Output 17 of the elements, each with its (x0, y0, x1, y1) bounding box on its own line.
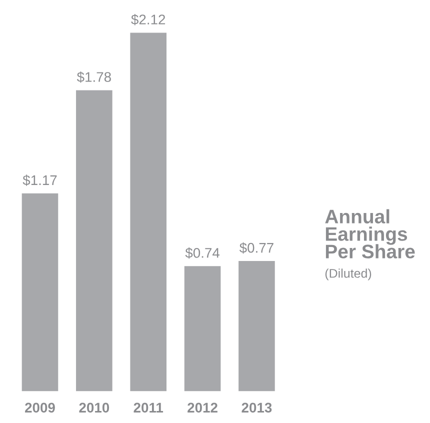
data-label: $0.74 (185, 247, 220, 259)
x-tick-label: 2013 (242, 402, 272, 413)
x-tick-label: 2010 (79, 402, 110, 413)
bar (184, 266, 221, 392)
bar (76, 90, 112, 392)
data-label: $1.17 (22, 174, 57, 186)
bar (130, 32, 166, 392)
data-label: $1.78 (76, 72, 111, 83)
data-label: $0.77 (239, 242, 274, 254)
x-tick-label: 2011 (134, 402, 164, 413)
x-tick-label: 2009 (25, 402, 55, 413)
text: Annual Earnings Per Share (325, 209, 415, 258)
data-label: $2.12 (131, 14, 166, 26)
text: (Diluted) (325, 268, 372, 280)
bar (238, 261, 275, 392)
x-tick-label: 2012 (188, 402, 218, 413)
bar (22, 193, 58, 392)
